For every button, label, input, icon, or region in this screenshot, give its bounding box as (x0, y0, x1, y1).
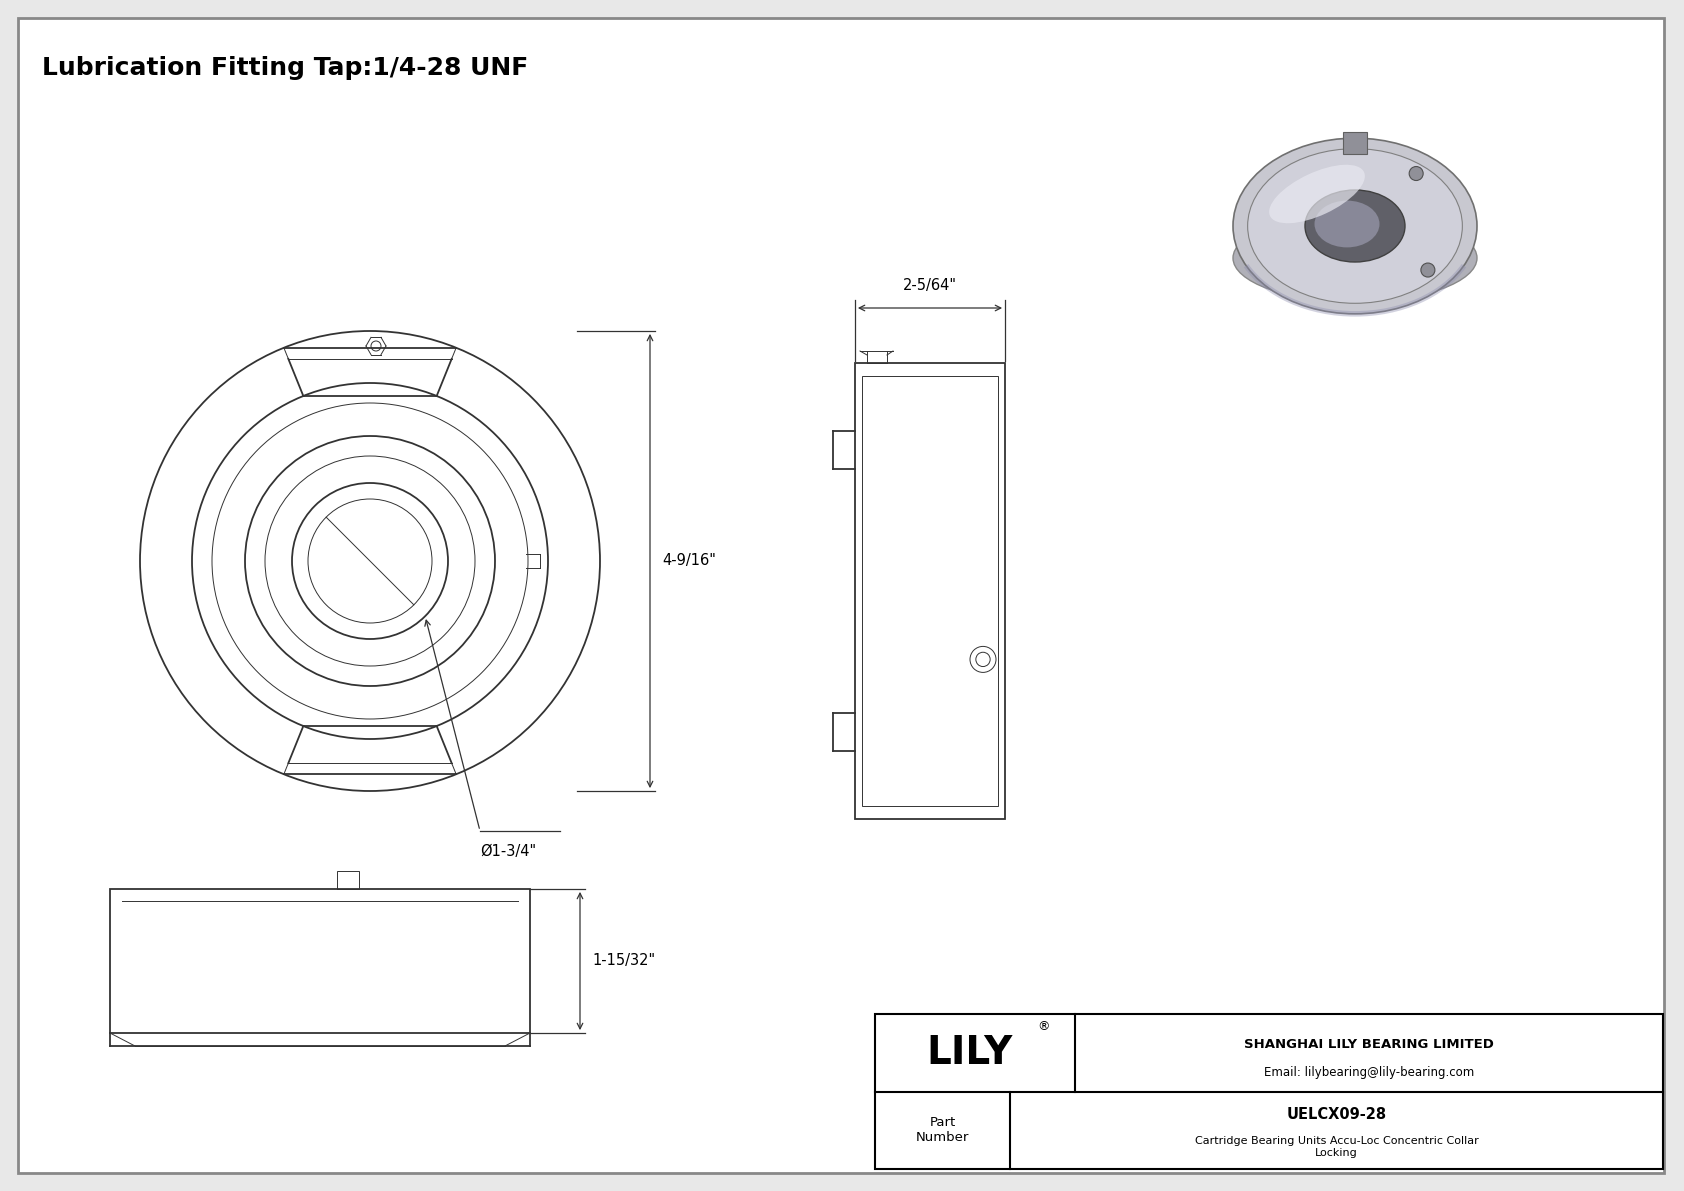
Ellipse shape (1305, 191, 1404, 262)
Text: UELCX09-28: UELCX09-28 (1287, 1108, 1386, 1122)
Text: Ø1-3/4": Ø1-3/4" (480, 844, 536, 859)
Text: Email: lilybearing@lily-bearing.com: Email: lilybearing@lily-bearing.com (1265, 1066, 1474, 1079)
Text: Cartridge Bearing Units Accu-Loc Concentric Collar
Locking: Cartridge Bearing Units Accu-Loc Concent… (1194, 1136, 1479, 1158)
Text: Lubrication Fitting Tap:1/4-28 UNF: Lubrication Fitting Tap:1/4-28 UNF (42, 56, 529, 80)
Ellipse shape (1270, 164, 1364, 223)
Ellipse shape (1233, 138, 1477, 314)
Text: LILY: LILY (926, 1034, 1014, 1072)
Bar (876, 1014, 1664, 1170)
Ellipse shape (1248, 149, 1462, 304)
Text: 4-9/16": 4-9/16" (662, 554, 716, 568)
Ellipse shape (1233, 214, 1477, 303)
Circle shape (1421, 263, 1435, 278)
Bar (337, 871, 359, 888)
Text: Part
Number: Part Number (916, 1116, 970, 1145)
Ellipse shape (1315, 200, 1379, 248)
Bar (109, 888, 530, 1033)
Text: 1-15/32": 1-15/32" (593, 954, 655, 968)
Bar (862, 376, 999, 806)
Text: SHANGHAI LILY BEARING LIMITED: SHANGHAI LILY BEARING LIMITED (1244, 1039, 1494, 1052)
Bar (855, 363, 1005, 819)
Circle shape (1410, 167, 1423, 181)
Text: ®: ® (1037, 1021, 1049, 1034)
Polygon shape (1344, 132, 1367, 154)
Text: 2-5/64": 2-5/64" (903, 278, 957, 293)
